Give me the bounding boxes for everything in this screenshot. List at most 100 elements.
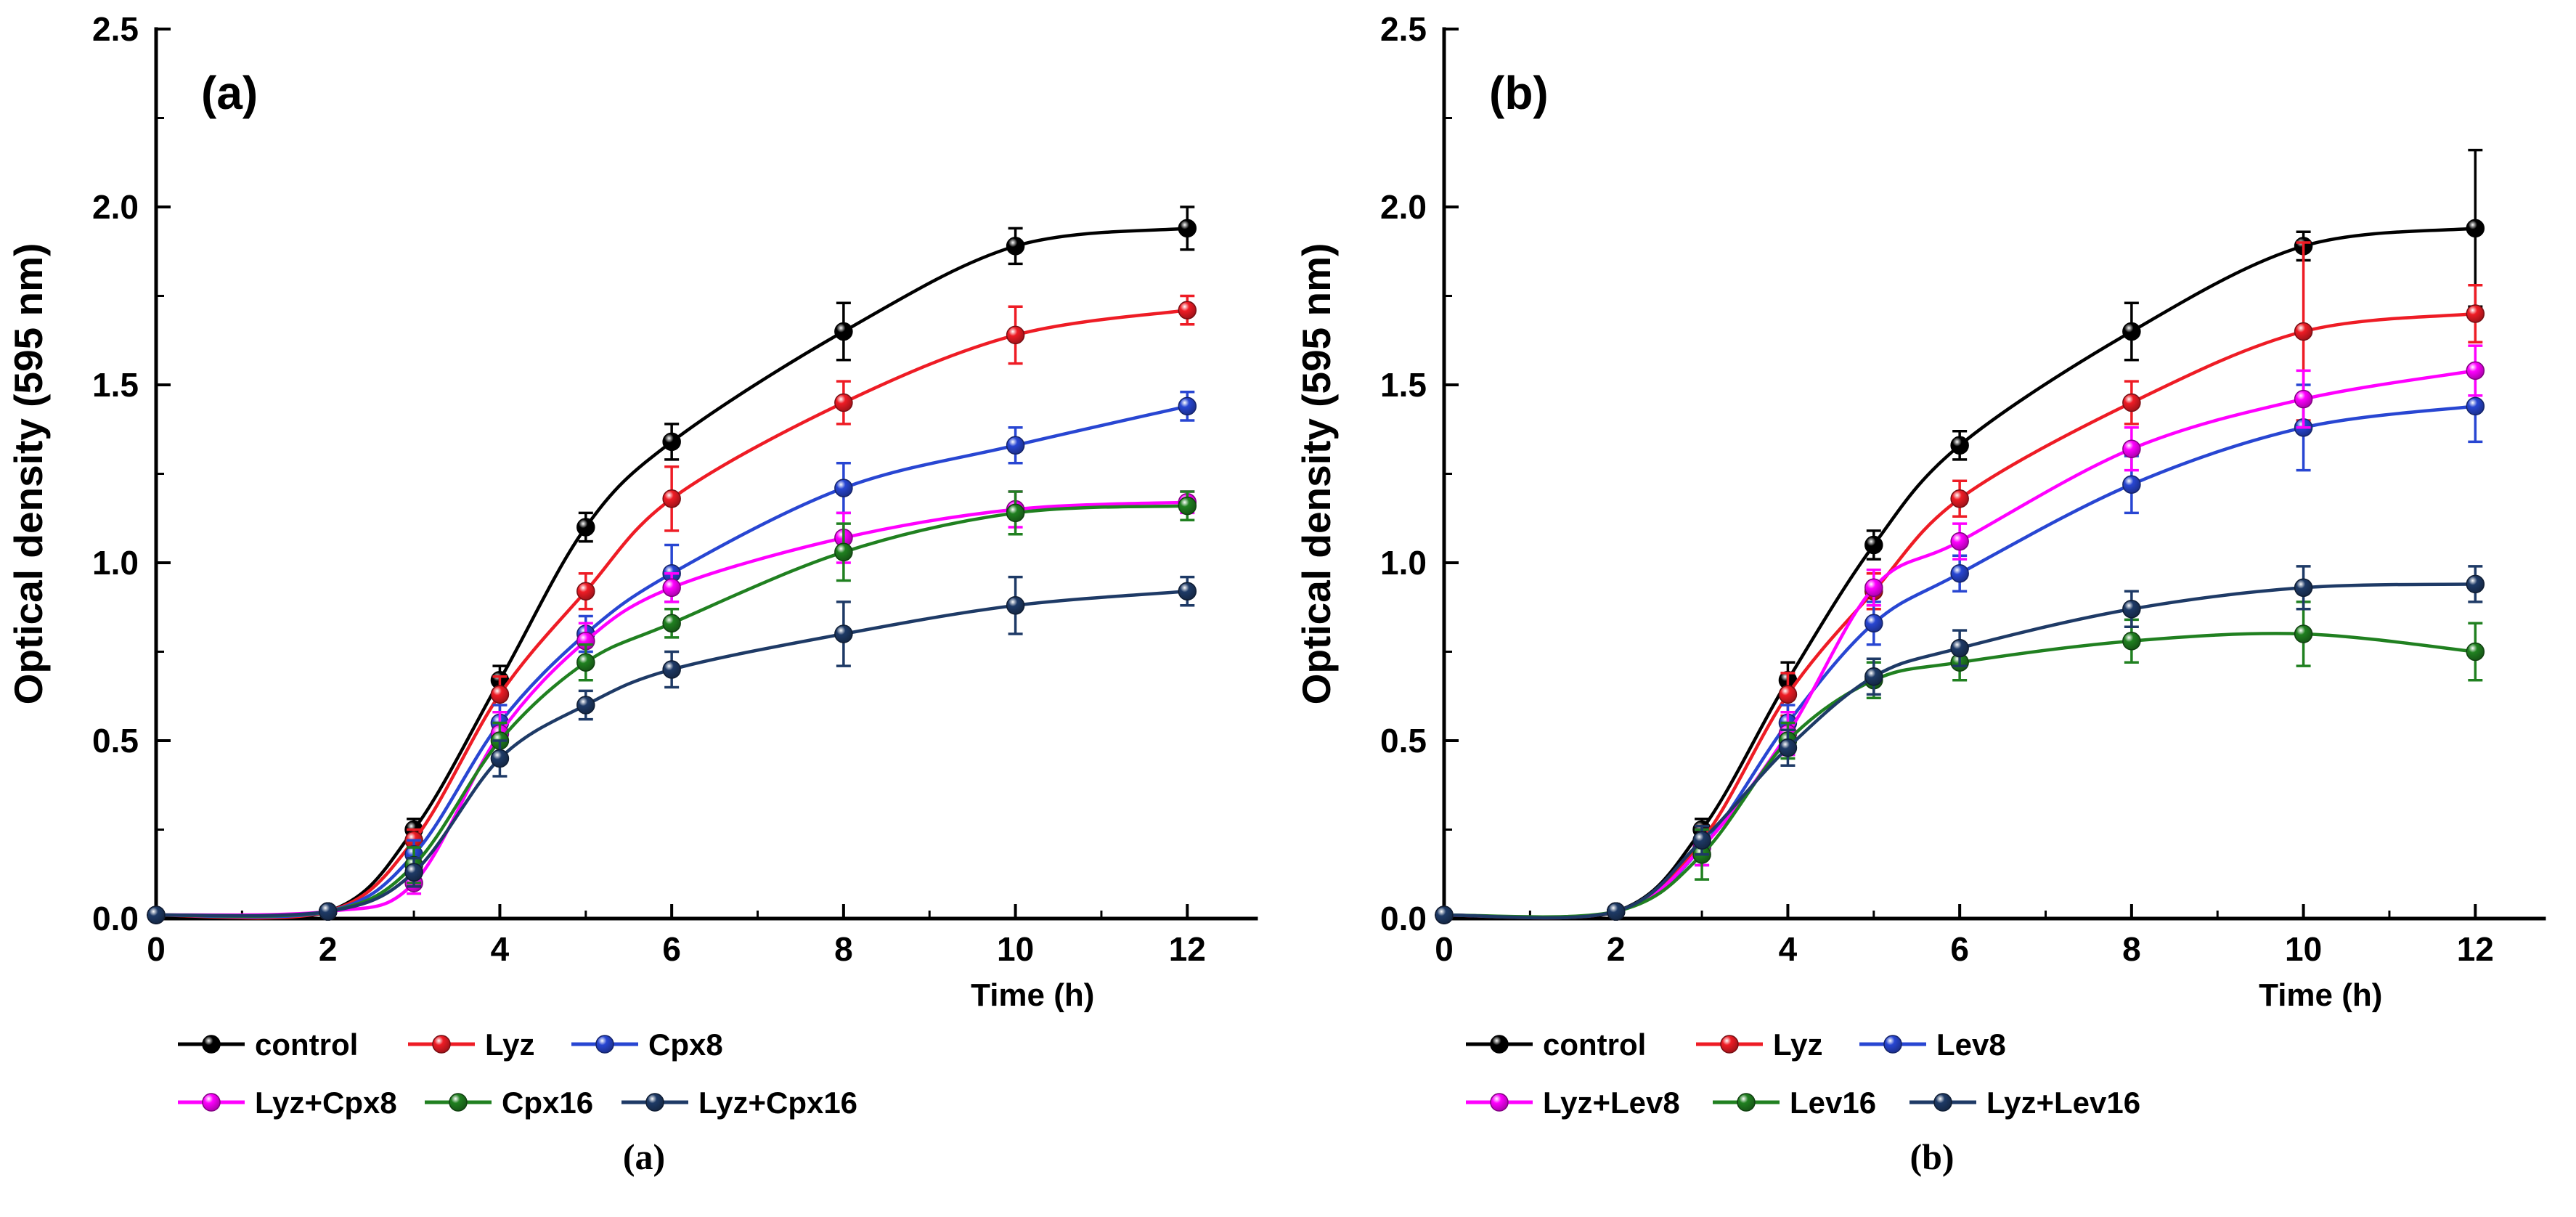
data-point bbox=[834, 479, 853, 497]
data-point bbox=[1006, 503, 1025, 523]
data-point bbox=[662, 578, 681, 598]
data-point bbox=[2466, 642, 2485, 662]
legend-item-Lev8: Lev8 bbox=[1859, 1027, 2006, 1062]
data-point bbox=[1950, 638, 1969, 658]
svg-text:10: 10 bbox=[2285, 930, 2322, 968]
data-point bbox=[1178, 582, 1197, 601]
data-point bbox=[834, 624, 853, 643]
data-point bbox=[576, 582, 595, 601]
legend-marker bbox=[1737, 1093, 1756, 1112]
svg-text:4: 4 bbox=[491, 930, 510, 968]
legend-marker bbox=[202, 1093, 221, 1112]
data-point bbox=[2122, 439, 2141, 458]
data-point bbox=[404, 863, 423, 882]
series-Lyz+Cpx16 bbox=[147, 575, 1197, 924]
data-point bbox=[2466, 361, 2485, 380]
panel-label: (b) bbox=[1489, 67, 1549, 119]
growth-chart-b: 0 2 4 6 8 10 12 0.0 0.5 1.0 1.5 2.0 2.5 Time (h) Optic… bbox=[1294, 10, 2546, 1120]
legend-item-Lyz+Lev16: Lyz+Lev16 bbox=[1909, 1086, 2140, 1120]
legend-item-control: control bbox=[1466, 1027, 1646, 1062]
svg-text:12: 12 bbox=[1169, 930, 1206, 968]
data-point bbox=[1606, 902, 1626, 921]
legend-marker bbox=[1490, 1035, 1509, 1054]
svg-text:1.5: 1.5 bbox=[92, 366, 139, 404]
svg-text:1.0: 1.0 bbox=[92, 544, 139, 582]
data-point bbox=[662, 660, 681, 679]
svg-text:10: 10 bbox=[997, 930, 1034, 968]
data-point bbox=[2294, 624, 2313, 643]
legend-item-Lev16: Lev16 bbox=[1713, 1086, 1876, 1120]
svg-text:0.0: 0.0 bbox=[1380, 900, 1427, 937]
legend-marker bbox=[432, 1035, 451, 1054]
legend-label: Lyz+Lev8 bbox=[1543, 1086, 1680, 1120]
data-point bbox=[1178, 219, 1197, 238]
svg-text:0.0: 0.0 bbox=[92, 900, 139, 937]
legend-label: Lev8 bbox=[1936, 1027, 2006, 1062]
svg-text:2.5: 2.5 bbox=[92, 10, 139, 48]
legend-marker bbox=[202, 1035, 221, 1054]
legend-marker bbox=[595, 1035, 614, 1054]
data-point bbox=[576, 696, 595, 715]
data-point bbox=[2466, 219, 2485, 238]
svg-text:2: 2 bbox=[1607, 930, 1626, 968]
data-point bbox=[834, 322, 853, 341]
data-point bbox=[2122, 632, 2141, 651]
data-point bbox=[1950, 436, 1969, 455]
x-axis-label: Time (h) bbox=[971, 977, 1094, 1013]
svg-text:2.5: 2.5 bbox=[1380, 10, 1427, 48]
legend-item-Cpx16: Cpx16 bbox=[425, 1086, 593, 1120]
svg-text:0.5: 0.5 bbox=[92, 722, 139, 760]
data-point bbox=[1006, 325, 1025, 345]
legend-marker bbox=[645, 1093, 664, 1112]
data-point bbox=[1178, 496, 1197, 516]
panel-caption-a: (a) bbox=[622, 1136, 666, 1177]
data-point bbox=[1778, 685, 1798, 704]
panel-caption-b: (b) bbox=[1909, 1136, 1955, 1177]
axes bbox=[154, 27, 1258, 921]
legend: control Lyz Lev8 Lyz+Lev8 Lev16 Lyz+Lev16 bbox=[1466, 1027, 2140, 1120]
svg-text:6: 6 bbox=[662, 930, 681, 968]
ticks bbox=[1443, 28, 2477, 920]
data-point bbox=[490, 749, 510, 768]
legend-label: Cpx8 bbox=[648, 1027, 723, 1062]
svg-text:2.0: 2.0 bbox=[92, 188, 139, 226]
legend-label: Lyz bbox=[485, 1027, 534, 1062]
data-point bbox=[1692, 831, 1711, 850]
legend-item-Lyz: Lyz bbox=[1696, 1027, 1822, 1062]
data-point bbox=[2466, 396, 2485, 416]
data-point bbox=[1864, 578, 1883, 598]
data-point bbox=[662, 614, 681, 633]
data-point bbox=[1950, 563, 1969, 583]
data-point bbox=[834, 542, 853, 562]
svg-text:0: 0 bbox=[1435, 930, 1454, 968]
legend-marker bbox=[449, 1093, 468, 1112]
legend-item-control: control bbox=[178, 1027, 358, 1062]
data-point bbox=[1178, 396, 1197, 416]
legend-item-Lyz+Lev8: Lyz+Lev8 bbox=[1466, 1086, 1680, 1120]
axes bbox=[1442, 27, 2546, 921]
legend-label: control bbox=[1543, 1027, 1646, 1062]
svg-text:0.5: 0.5 bbox=[1380, 722, 1427, 760]
data-point bbox=[2294, 389, 2313, 409]
svg-text:0: 0 bbox=[147, 930, 166, 968]
legend-marker bbox=[1933, 1093, 1952, 1112]
y-axis-label: Optical density (595 nm) bbox=[1294, 243, 1339, 705]
data-point bbox=[576, 653, 595, 672]
legend-label: Lev16 bbox=[1790, 1086, 1876, 1120]
legend-label: Lyz+Cpx16 bbox=[698, 1086, 857, 1120]
data-point bbox=[1778, 738, 1798, 757]
svg-text:2: 2 bbox=[319, 930, 338, 968]
data-point bbox=[318, 902, 338, 921]
data-point bbox=[2294, 322, 2313, 341]
legend-marker bbox=[1883, 1035, 1902, 1054]
svg-text:4: 4 bbox=[1779, 930, 1798, 968]
legend-label: Lyz+Cpx8 bbox=[255, 1086, 397, 1120]
svg-text:8: 8 bbox=[2122, 930, 2141, 968]
svg-text:12: 12 bbox=[2457, 930, 2494, 968]
data-point bbox=[662, 489, 681, 508]
panel-label: (a) bbox=[201, 67, 258, 119]
legend-marker bbox=[1720, 1035, 1739, 1054]
data-point bbox=[2294, 578, 2313, 598]
data-point bbox=[662, 432, 681, 452]
